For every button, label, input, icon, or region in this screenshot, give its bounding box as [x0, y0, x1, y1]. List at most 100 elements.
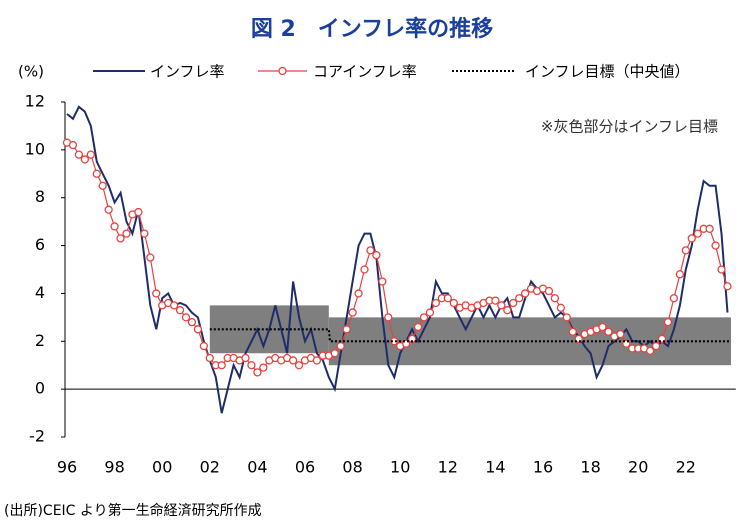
marker: [556, 303, 565, 312]
x-tick-label: 02: [200, 458, 220, 477]
x-tick-label: 96: [57, 458, 77, 477]
marker: [360, 265, 369, 274]
y-tick-label: 2: [35, 331, 45, 350]
marker: [503, 306, 512, 315]
x-tick-label: 04: [247, 458, 267, 477]
x-tick-label: 12: [438, 458, 458, 477]
marker: [372, 250, 381, 260]
y-tick-label: 12: [25, 92, 45, 111]
y-unit: (%): [18, 63, 44, 81]
marker: [651, 341, 661, 351]
y-tick-label: 0: [35, 379, 45, 398]
x-tick-label: 20: [628, 458, 648, 477]
legend-label: インフレ率: [150, 63, 225, 81]
marker: [491, 296, 500, 305]
marker: [86, 150, 95, 159]
marker: [675, 270, 684, 279]
series-line: [209, 328, 731, 343]
marker: [550, 294, 560, 303]
marker: [288, 356, 298, 365]
marker: [199, 341, 209, 351]
legend-label: インフレ目標（中央値）: [525, 63, 690, 81]
annotation: ※灰色部分はインフレ目標: [541, 118, 718, 136]
marker: [217, 361, 226, 370]
y-tick-label: 8: [35, 187, 45, 206]
x-tick-label: 14: [485, 458, 505, 477]
marker: [443, 294, 452, 303]
marker: [253, 368, 262, 377]
marker: [562, 313, 571, 322]
legend-label: コアインフレ率: [313, 63, 417, 81]
x-tick-label: 22: [676, 458, 696, 477]
marker: [342, 325, 351, 334]
marker: [116, 234, 125, 243]
marker: [509, 298, 518, 308]
marker: [80, 155, 89, 164]
marker: [384, 313, 393, 322]
x-tick-label: 18: [580, 458, 600, 477]
marker: [669, 294, 679, 303]
marker: [146, 253, 155, 262]
marker: [122, 229, 131, 238]
y-tick-label: 10: [25, 139, 45, 158]
marker: [693, 229, 702, 238]
marker: [645, 346, 655, 356]
marker: [354, 289, 363, 298]
marker: [259, 363, 268, 372]
marker: [348, 308, 357, 317]
marker: [687, 234, 696, 243]
marker: [294, 361, 304, 370]
marker: [330, 349, 339, 358]
marker: [169, 301, 179, 310]
legend-marker: [278, 66, 287, 76]
marker: [604, 327, 613, 336]
marker: [74, 150, 84, 159]
marker: [419, 313, 429, 322]
marker: [336, 341, 345, 351]
marker: [723, 282, 732, 291]
marker: [98, 181, 107, 190]
x-tick-label: 06: [295, 458, 315, 477]
marker: [378, 277, 387, 286]
chart-title: 図 2 インフレ率の推移: [251, 16, 493, 42]
marker: [413, 322, 423, 332]
marker: [134, 207, 143, 217]
x-tick-label: 10: [390, 458, 410, 477]
marker: [431, 298, 441, 308]
marker: [366, 246, 375, 255]
marker: [110, 222, 119, 231]
y-tick-label: 4: [35, 283, 45, 302]
marker: [515, 294, 524, 303]
marker: [711, 241, 720, 250]
marker: [705, 224, 714, 233]
source: (出所)CEIC より第一生命経済研究所作成: [4, 502, 262, 519]
marker: [497, 301, 506, 310]
marker: [521, 289, 530, 298]
x-tick-label: 16: [533, 458, 553, 477]
marker: [598, 322, 607, 332]
marker: [663, 317, 673, 327]
marker: [140, 229, 149, 238]
marker: [616, 329, 625, 339]
series-line: [66, 105, 729, 414]
y-tick-label: 6: [35, 235, 45, 254]
marker: [92, 169, 101, 178]
marker: [104, 205, 113, 214]
marker: [390, 337, 399, 346]
marker: [247, 361, 256, 370]
marker: [205, 353, 214, 363]
marker: [568, 327, 577, 336]
x-tick-label: 08: [342, 458, 362, 477]
marker: [312, 356, 322, 365]
marker: [425, 308, 435, 317]
marker: [152, 289, 161, 298]
marker: [68, 140, 78, 150]
marker: [717, 265, 726, 274]
x-tick-label: 00: [152, 458, 172, 477]
x-tick-label: 98: [104, 458, 124, 477]
marker: [193, 325, 203, 334]
marker: [449, 298, 458, 308]
marker: [544, 286, 554, 296]
marker: [241, 353, 250, 363]
